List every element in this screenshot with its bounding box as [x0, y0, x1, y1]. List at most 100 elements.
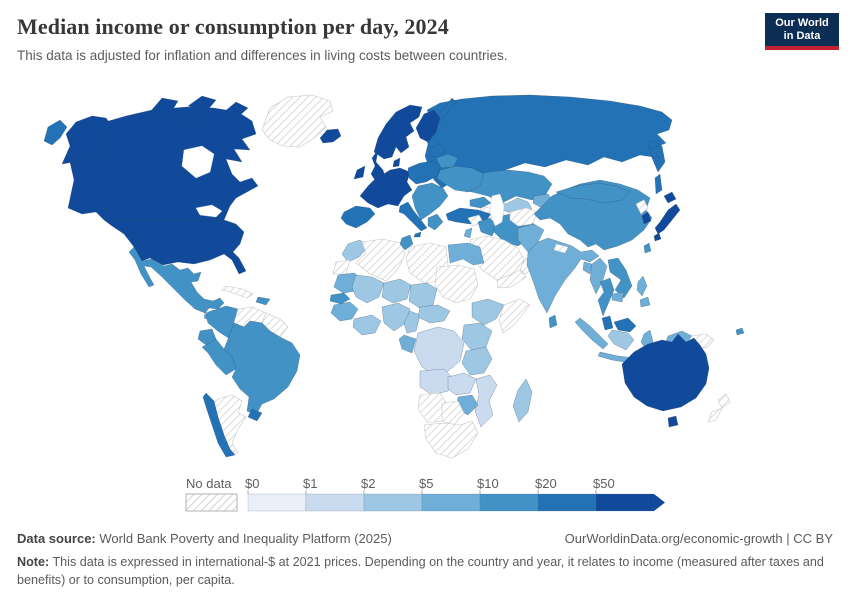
country-tanzania[interactable] — [461, 346, 493, 376]
legend-swatch-20[interactable] — [537, 493, 597, 512]
country-iceland[interactable] — [319, 128, 342, 144]
country-cuba[interactable] — [221, 285, 254, 299]
country-taiwan[interactable] — [643, 242, 652, 254]
country-ukraine[interactable] — [436, 165, 485, 193]
note-text: This data is expressed in international-… — [17, 555, 824, 587]
country-laos-vietnam[interactable] — [607, 257, 633, 299]
country-uganda-kenya[interactable] — [461, 322, 493, 352]
note-label: Note: — [17, 555, 50, 570]
country-zambia[interactable] — [447, 372, 477, 396]
country-afghanistan[interactable] — [509, 207, 539, 227]
country-peru[interactable] — [201, 338, 237, 376]
country-drc[interactable] — [413, 326, 465, 376]
country-finland[interactable] — [415, 109, 441, 143]
country-norway-sweden[interactable] — [373, 104, 423, 160]
country-greenland[interactable] — [261, 94, 334, 148]
country-borneo-malaysia[interactable] — [613, 317, 637, 333]
country-ethiopia[interactable] — [471, 298, 505, 326]
country-ireland[interactable] — [353, 165, 366, 180]
country-car[interactable] — [417, 304, 451, 324]
country-tunisia[interactable] — [399, 234, 414, 251]
country-south-korea[interactable] — [641, 211, 652, 225]
country-new-zealand[interactable] — [707, 393, 731, 423]
legend-swatch-50[interactable] — [595, 493, 655, 512]
country-hispaniola[interactable] — [255, 296, 271, 306]
country-mongolia[interactable] — [555, 182, 631, 204]
legend-swatch-0[interactable] — [247, 493, 307, 512]
country-guinea[interactable] — [330, 301, 359, 322]
country-ghana-cote[interactable] — [352, 314, 382, 336]
owid-logo-line1: Our World — [775, 16, 829, 29]
country-alaska[interactable] — [61, 115, 113, 165]
owid-logo-line2: in Data — [783, 29, 821, 42]
country-arctic-islands[interactable] — [149, 95, 249, 127]
country-mozambique[interactable] — [474, 374, 498, 428]
country-cambodia[interactable] — [611, 291, 625, 303]
country-south-africa[interactable] — [423, 420, 479, 459]
country-myanmar[interactable] — [589, 257, 608, 295]
country-bangladesh[interactable] — [582, 261, 593, 275]
country-north-korea[interactable] — [635, 199, 649, 215]
country-morocco[interactable] — [341, 239, 369, 263]
country-iberia[interactable] — [340, 205, 376, 229]
country-gabon-congo[interactable] — [398, 334, 417, 354]
owid-url-link[interactable]: OurWorldinData.org/economic-growth — [564, 531, 783, 546]
legend-tick-label: $20 — [535, 476, 557, 491]
country-chukotka[interactable] — [43, 119, 68, 146]
great-lakes — [195, 204, 223, 218]
legend-no-data-swatch[interactable] — [185, 493, 238, 512]
legend-swatch-2[interactable] — [363, 493, 423, 512]
world-map — [43, 94, 745, 459]
country-uruguay[interactable] — [247, 408, 263, 422]
country-italy[interactable] — [398, 201, 428, 238]
page-title: Median income or consumption per day, 20… — [17, 14, 449, 39]
country-malaysia[interactable] — [601, 315, 614, 331]
country-western-sahara[interactable] — [332, 259, 351, 275]
country-egypt[interactable] — [447, 242, 485, 266]
country-west-europe[interactable] — [359, 167, 413, 209]
data-source-label: Data source: — [17, 531, 96, 546]
country-canada[interactable] — [67, 106, 259, 221]
country-thailand[interactable] — [597, 277, 615, 317]
country-australia[interactable] — [621, 333, 710, 412]
country-somalia[interactable] — [498, 298, 531, 334]
country-nepal[interactable] — [553, 243, 569, 254]
country-poland-czech[interactable] — [407, 160, 442, 185]
chart-footer: Data source: World Bank Poverty and Ineq… — [17, 530, 833, 589]
country-angola[interactable] — [419, 368, 453, 396]
country-usa[interactable] — [103, 219, 247, 275]
country-caucasus[interactable] — [469, 196, 492, 209]
country-sri-lanka[interactable] — [548, 314, 558, 329]
country-chad[interactable] — [408, 282, 438, 310]
country-algeria[interactable] — [355, 238, 406, 282]
country-greece[interactable] — [427, 213, 444, 231]
country-russia[interactable] — [423, 94, 673, 195]
country-sudan[interactable] — [434, 264, 479, 304]
legend-tick-label: $2 — [361, 476, 375, 491]
country-yemen[interactable] — [496, 269, 527, 289]
country-denmark[interactable] — [392, 157, 401, 168]
country-botswana[interactable] — [441, 400, 465, 426]
country-india[interactable] — [526, 237, 600, 314]
country-chile[interactable] — [202, 392, 236, 458]
legend-swatch-1[interactable] — [305, 493, 365, 512]
country-japan[interactable] — [653, 191, 681, 242]
country-belarus[interactable] — [435, 153, 459, 169]
country-philippines[interactable] — [636, 275, 651, 308]
country-baltics[interactable] — [429, 143, 447, 159]
legend-swatch-10[interactable] — [479, 493, 539, 512]
country-borneo-indonesia[interactable] — [607, 329, 635, 351]
country-mexico[interactable] — [128, 246, 225, 314]
country-niger[interactable] — [381, 278, 412, 304]
country-senegal[interactable] — [329, 292, 351, 305]
legend-tick-label: $1 — [303, 476, 317, 491]
country-madagascar[interactable] — [512, 378, 533, 423]
country-sumatra[interactable] — [574, 317, 609, 350]
country-tasmania[interactable] — [667, 415, 679, 428]
country-mali[interactable] — [351, 274, 385, 304]
country-jordan-israel[interactable] — [463, 227, 473, 239]
country-balkans[interactable] — [411, 182, 449, 221]
country-fiji[interactable] — [735, 327, 745, 336]
owid-logo[interactable]: Our World in Data — [765, 13, 839, 50]
legend-swatch-5[interactable] — [421, 493, 481, 512]
